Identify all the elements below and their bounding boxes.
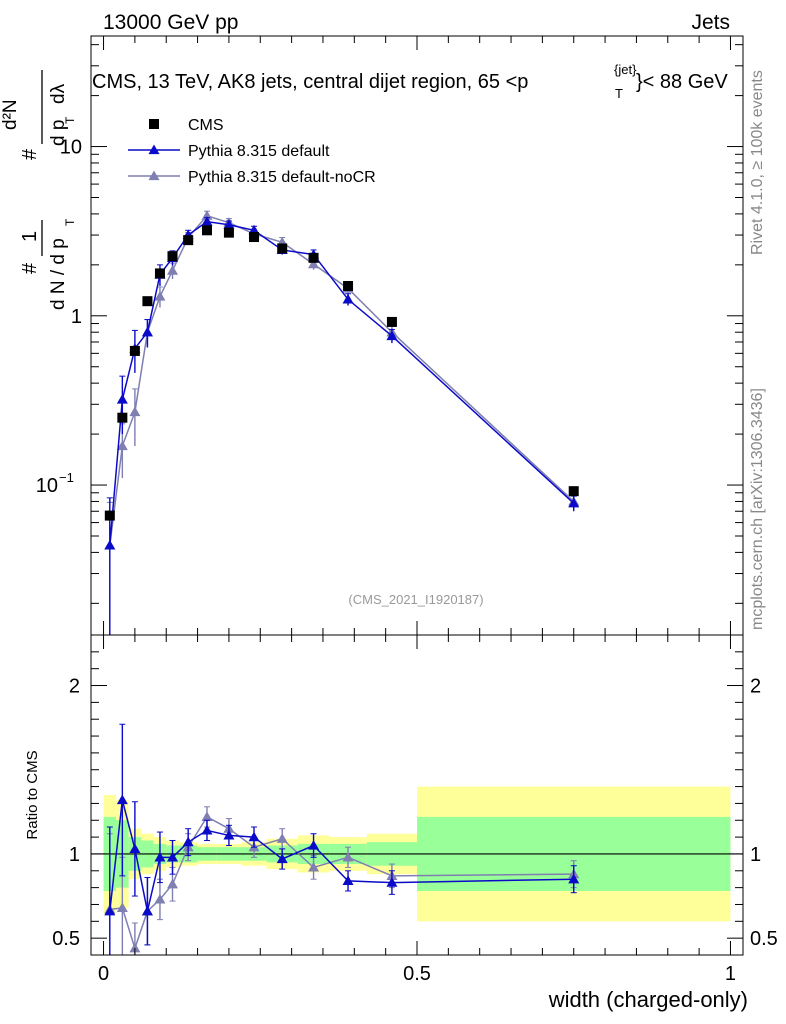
legend-marker-cms <box>149 119 159 129</box>
pythia-nocr-marker <box>154 291 166 301</box>
title-sup: {jet} <box>614 62 637 77</box>
pythia-default-marker <box>104 539 116 550</box>
ratio-default-marker <box>223 829 235 840</box>
x-tick-label: 0 <box>98 963 109 985</box>
cms-data-point <box>104 510 115 521</box>
cms-data-point <box>142 296 153 307</box>
ylabel-one: 1 <box>19 231 41 242</box>
cms-data-point <box>129 345 140 356</box>
legend-label-2: Pythia 8.315 default-noCR <box>188 169 376 186</box>
pythia-default-marker <box>386 330 398 341</box>
cms-data-point <box>183 235 194 246</box>
ratio-plot-area <box>91 723 743 956</box>
cms-data-point <box>154 268 165 279</box>
analysis-label: (CMS_2021_I1920187) <box>348 592 483 607</box>
pythia-default-marker <box>248 224 260 235</box>
title-tail: }< 88 GeV <box>636 71 728 93</box>
ylabel-hash: # <box>19 262 41 274</box>
pythia-default-marker <box>141 326 153 337</box>
pythia-default-marker <box>568 497 580 508</box>
cms-data-point <box>167 251 178 262</box>
ratio-default-marker <box>276 853 288 864</box>
main-plot-area <box>104 210 580 635</box>
ratio-default-marker <box>568 873 580 884</box>
cms-data-point <box>308 252 319 263</box>
ylabel-den-T: T <box>63 116 77 124</box>
ratio-nocr-marker <box>154 893 166 904</box>
y-tick-label-ratio-right: 1 <box>750 844 761 866</box>
cms-data-point <box>386 316 397 327</box>
mcplots-label: mcplots.cern.ch [arXiv:1306.3436] <box>749 388 766 630</box>
y-axis-label-ratio: Ratio to CMS <box>24 750 41 839</box>
main-panel <box>91 36 743 635</box>
legend-marker-1 <box>148 144 160 155</box>
y-tick-label-ratio: 2 <box>69 676 80 698</box>
ratio-default-marker <box>116 794 128 805</box>
ylabel-den: d p <box>48 120 69 146</box>
cms-data-point <box>117 412 128 423</box>
x-axis-label: width (charged-only) <box>548 987 748 1012</box>
ylabel-num: d²N <box>0 99 21 130</box>
cms-data-point <box>223 227 234 238</box>
y-tick-label-ratio-right: 2 <box>750 676 761 698</box>
pythia-default-marker <box>116 394 128 404</box>
ratio-default-marker <box>386 877 398 887</box>
ratio-default-marker <box>141 905 153 916</box>
ratio-nocr-marker <box>201 811 213 822</box>
ratio-default-marker <box>167 851 178 862</box>
title-sub: T <box>615 86 623 101</box>
ratio-nocr-marker <box>116 902 128 912</box>
ratio-default-marker <box>342 875 354 886</box>
cms-data-point <box>343 280 354 291</box>
ratio-default-marker <box>308 840 320 850</box>
ratio-nocr-marker <box>308 861 320 872</box>
group-label: Jets <box>691 11 730 34</box>
ratio-default-marker <box>104 905 116 916</box>
plot-title: CMS, 13 TeV, AK8 jets, central dijet reg… <box>92 62 728 101</box>
x-tick-label: 1 <box>725 963 736 985</box>
ratio-nocr-marker <box>129 942 141 953</box>
ratio-nocr-marker <box>276 833 288 843</box>
ylabel-frac-T: T <box>63 218 77 226</box>
legend: CMS Pythia 8.315 default Pythia 8.315 defa… <box>128 117 376 186</box>
pythia-nocr-marker <box>167 265 178 275</box>
y-tick-label-main-exp: −1 <box>59 470 74 485</box>
legend-label-1: Pythia 8.315 default <box>188 143 330 160</box>
title-main: CMS, 13 TeV, AK8 jets, central dijet reg… <box>92 71 528 93</box>
pythia-default-marker <box>201 216 213 226</box>
ratio-default-marker <box>129 843 141 854</box>
y-tick-label-ratio-right: 0.5 <box>750 928 778 950</box>
legend-marker-2 <box>148 170 160 181</box>
y-tick-label-main: 10 <box>60 137 82 159</box>
ratio-nocr-marker <box>342 851 354 862</box>
ylabel-dl: dλ <box>48 83 69 104</box>
ratio-default-marker <box>182 836 194 847</box>
pythia-nocr-marker <box>116 440 128 451</box>
pythia-default-marker <box>342 293 354 304</box>
y-tick-label-main: 10 <box>36 475 58 497</box>
ratio-default-marker <box>201 824 213 835</box>
ylabel-hash2: # <box>19 148 41 160</box>
pythia-nocr-marker <box>308 258 320 269</box>
cms-data-point <box>277 243 288 254</box>
pythia-nocr-marker <box>129 406 141 417</box>
cms-data-point <box>249 232 259 243</box>
rivet-label: Rivet 4.1.0, ≥ 100k events <box>749 70 766 255</box>
energy-label: 13000 GeV pp <box>103 11 238 34</box>
x-tick-label: 0.5 <box>403 963 431 985</box>
ratio-default-marker <box>154 851 166 862</box>
y-tick-label-main: 1 <box>71 306 82 328</box>
cms-data-point <box>201 225 212 236</box>
cms-data-point <box>568 486 579 497</box>
ratio-default-marker <box>248 831 260 842</box>
y-tick-label-ratio: 0.5 <box>52 928 80 950</box>
ratio-nocr-marker <box>167 878 178 889</box>
y-tick-label-ratio: 1 <box>69 844 80 866</box>
ylabel-frac: d N / d p <box>48 238 69 310</box>
pythia-default-marker <box>223 219 235 229</box>
y-axis-label-main: # 1 d N / d p T # d²N d p T dλ <box>0 70 77 310</box>
legend-label-0: CMS <box>188 117 224 134</box>
